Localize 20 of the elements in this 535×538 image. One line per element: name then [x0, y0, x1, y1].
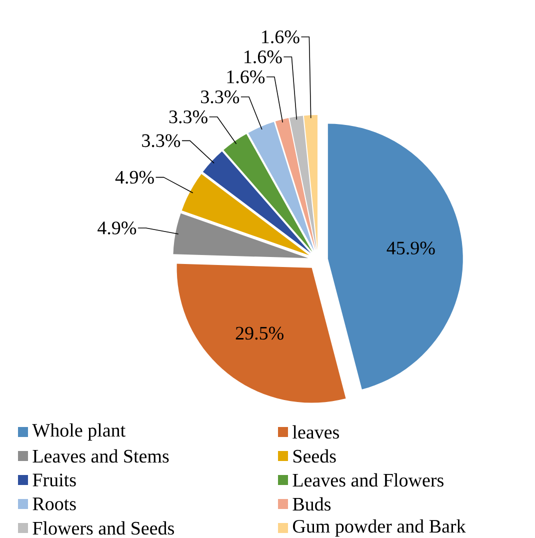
data-label: 1.6%	[227, 70, 265, 84]
data-label: 29.5%	[236, 326, 284, 340]
data-label: 3.3%	[201, 90, 240, 104]
data-label: 1.6%	[244, 50, 282, 64]
legend-label: Fruits	[32, 474, 76, 486]
data-label: 45.9%	[386, 242, 435, 255]
data-label: 3.3%	[142, 134, 180, 148]
legend-label: Buds	[292, 497, 331, 511]
legend-label: Seeds	[293, 449, 336, 463]
legend-label: Leaves and Flowers	[292, 473, 444, 487]
data-label: 3.3%	[169, 110, 208, 124]
legend-label: Whole plant	[32, 423, 126, 441]
legend-label: leaves	[292, 425, 339, 439]
data-label: 4.9%	[115, 170, 154, 184]
legend-label: Roots	[32, 498, 76, 510]
legend-label: Flowers and Seeds	[32, 521, 174, 535]
data-label: 1.6%	[262, 30, 300, 44]
legend-label: Leaves and Stems	[32, 449, 169, 463]
legend-label: Gum powder and Bark	[292, 519, 466, 537]
data-label: 4.9%	[98, 222, 136, 234]
